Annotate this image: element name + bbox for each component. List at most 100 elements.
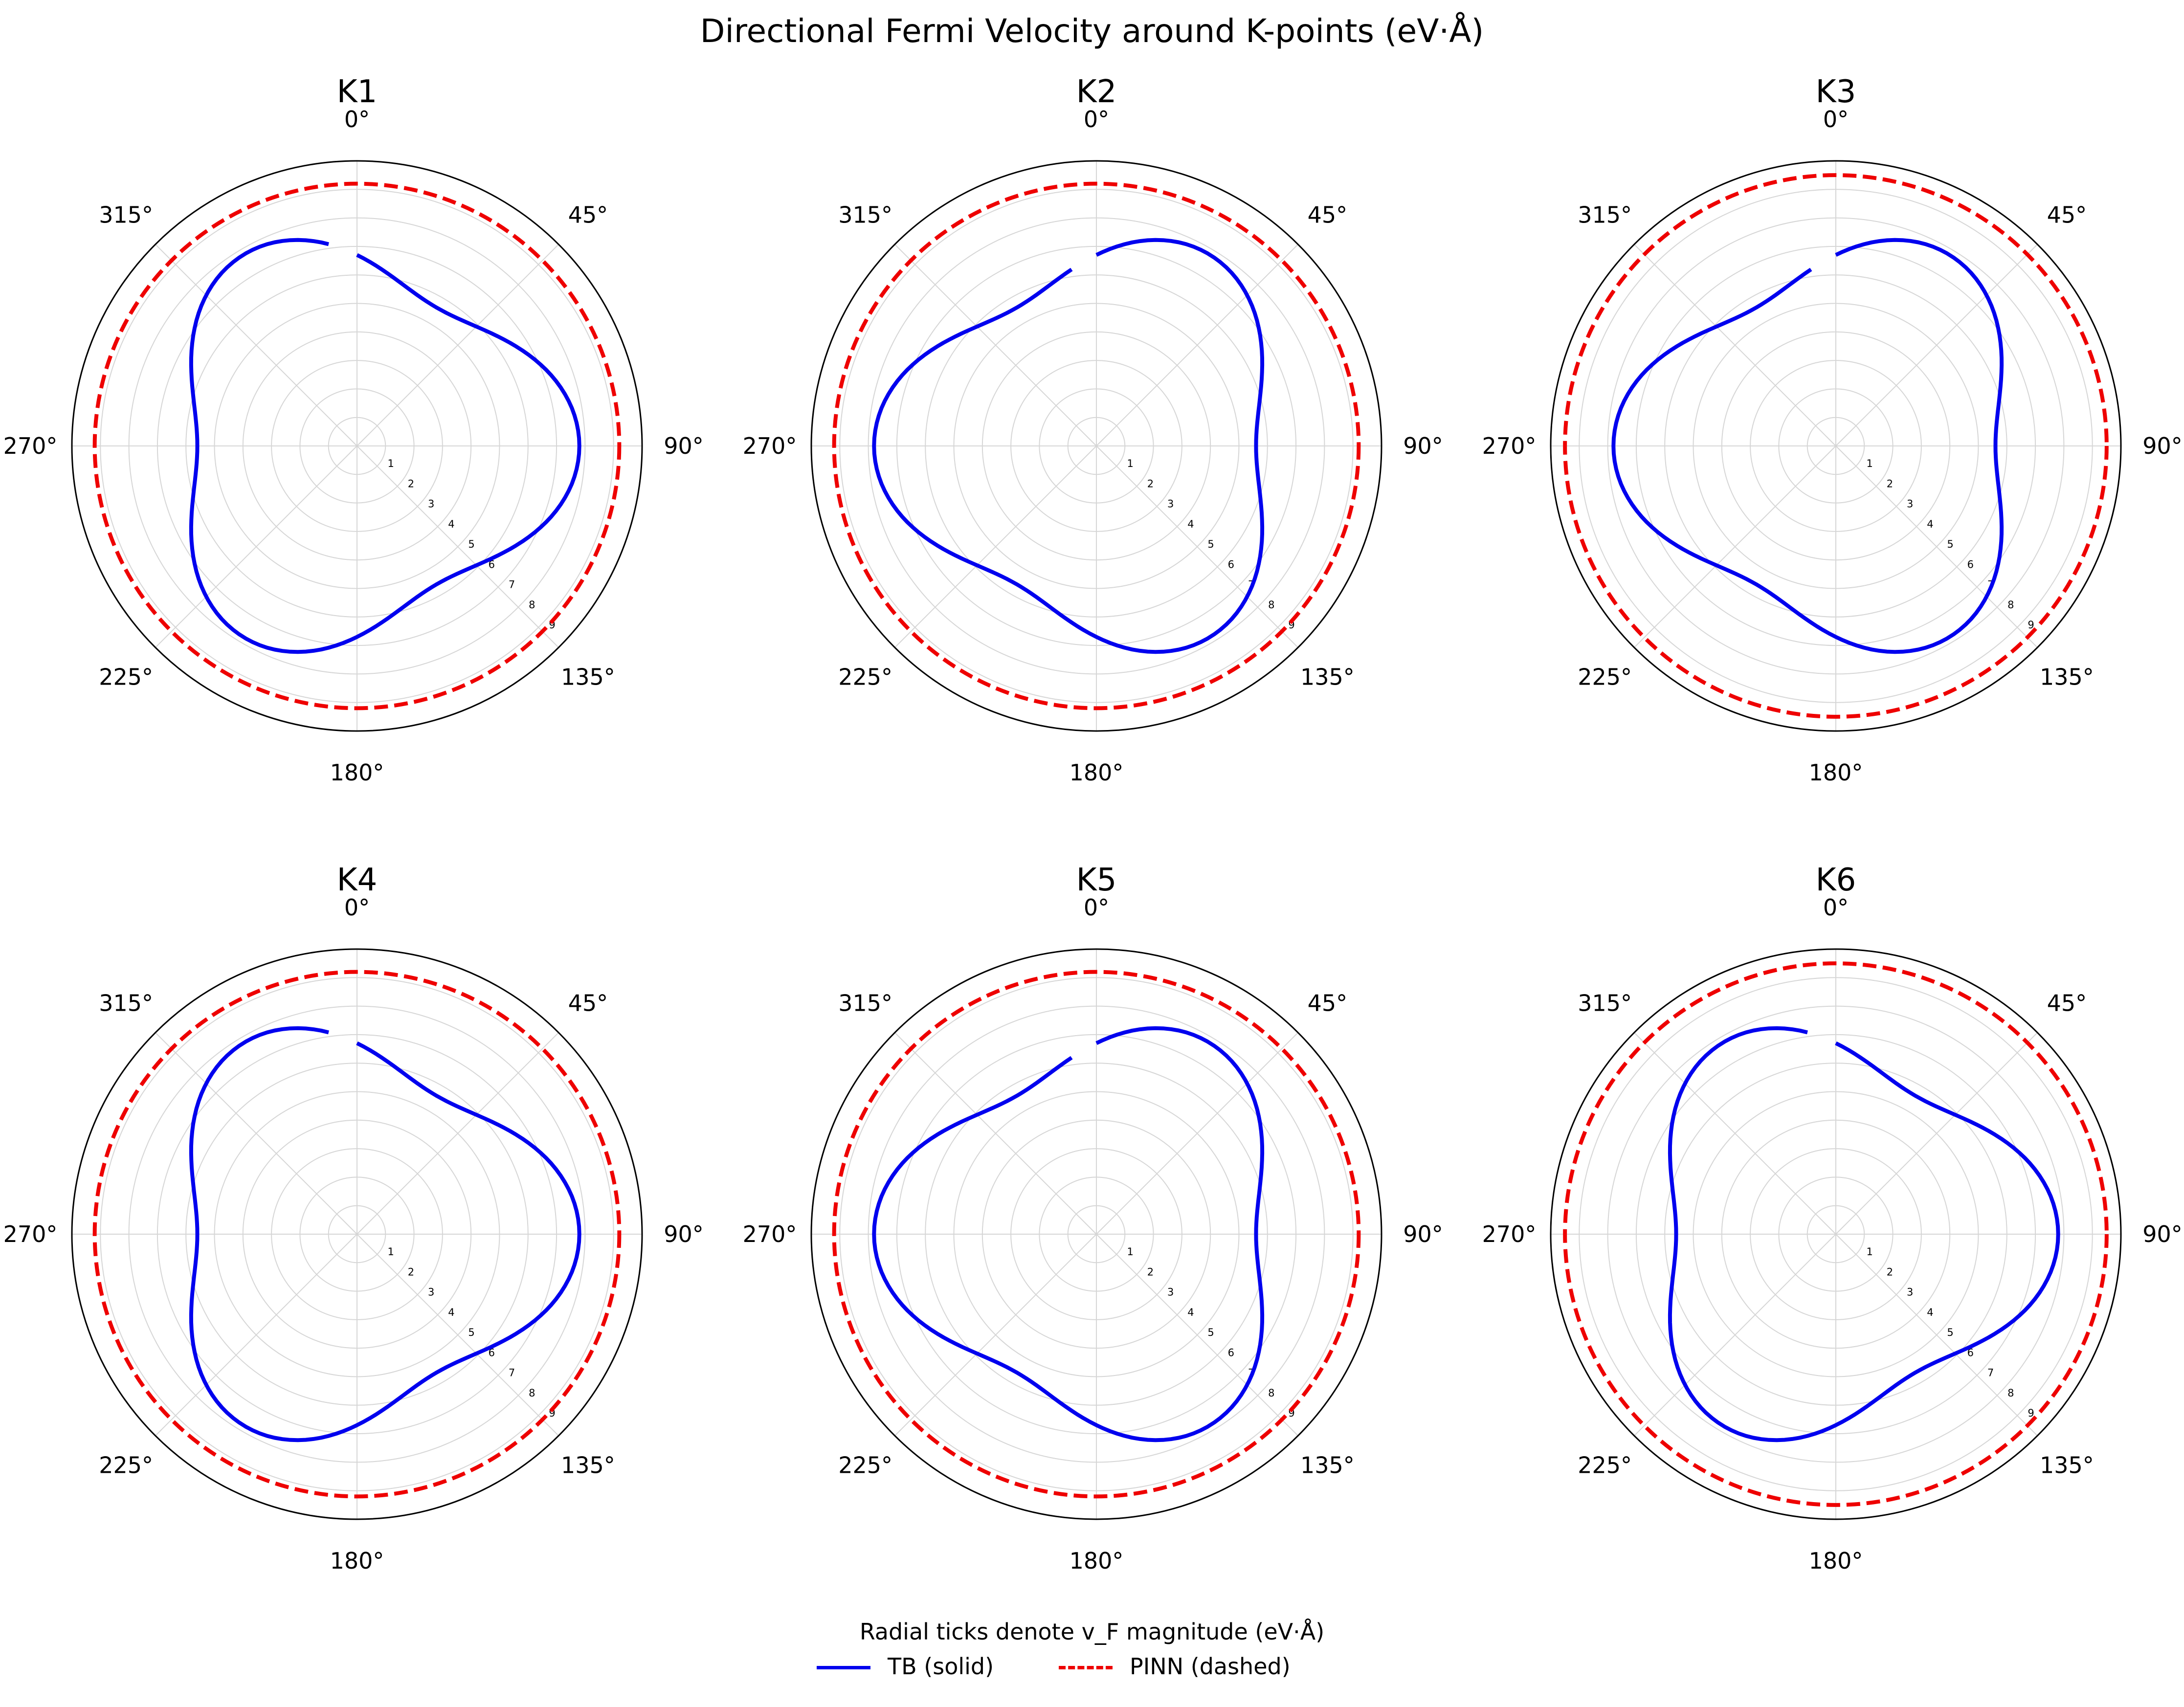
radial-tick-label: 2 — [1147, 478, 1154, 489]
angle-tick-label: 0° — [1084, 894, 1109, 921]
radial-tick-label: 1 — [1867, 1246, 1873, 1258]
angle-tick-label: 180° — [330, 1548, 384, 1574]
legend-title: Radial ticks denote v_F magnitude (eV·Å) — [859, 1618, 1325, 1645]
angle-tick-label: 90° — [1403, 433, 1443, 459]
pinn-curve — [92, 970, 622, 1499]
radial-tick-label: 7 — [509, 579, 515, 591]
panel-title: K3 — [1816, 74, 1856, 110]
figure-suptitle: Directional Fermi Velocity around K-poin… — [700, 12, 1484, 50]
radial-tick-label: 4 — [1187, 1307, 1194, 1318]
angular-gridline — [357, 1234, 559, 1436]
angular-gridline — [1835, 445, 2038, 648]
radial-tick-label: 5 — [1207, 538, 1214, 550]
angle-tick-label: 135° — [2040, 664, 2094, 690]
radial-tick-label: 4 — [448, 518, 454, 530]
radial-tick-label: 9 — [2028, 1407, 2034, 1419]
radial-tick-label: 7 — [1987, 1367, 1994, 1379]
angle-tick-label: 225° — [1578, 1452, 1632, 1478]
radial-tick-label: 9 — [2028, 619, 2034, 631]
polar-spine — [810, 948, 1382, 1520]
pinn-curve — [92, 181, 622, 710]
angle-tick-label: 45° — [1308, 202, 1348, 228]
pinn-curve — [1563, 961, 2109, 1507]
legend-swatch-tb — [817, 1666, 870, 1669]
angle-tick-label: 45° — [568, 202, 608, 228]
angular-gridline — [357, 1032, 559, 1235]
angle-tick-label: 45° — [2047, 990, 2087, 1017]
panel-title: K2 — [1076, 74, 1117, 110]
angle-tick-label: 180° — [1070, 759, 1124, 786]
panel-title: K1 — [337, 74, 378, 110]
radial-tick-label: 8 — [529, 599, 535, 611]
radial-tick-label: 3 — [428, 1286, 434, 1298]
radial-tick-label: 1 — [1867, 458, 1873, 469]
angle-tick-label: 135° — [1300, 664, 1355, 690]
angular-gridline — [155, 445, 357, 648]
polar-spine — [1550, 948, 2122, 1520]
angle-tick-label: 270° — [3, 433, 58, 459]
legend-label-pinn: PINN (dashed) — [1130, 1653, 1291, 1680]
radial-tick-label: 1 — [1127, 458, 1134, 469]
angle-tick-label: 90° — [664, 433, 704, 459]
angle-tick-label: 270° — [1482, 433, 1537, 459]
angle-tick-label: 135° — [1300, 1452, 1355, 1478]
radial-tick-label: 1 — [388, 1246, 394, 1258]
tb-curve — [189, 238, 581, 654]
radial-tick-label: 6 — [1228, 1347, 1234, 1358]
angle-tick-label: 0° — [1084, 106, 1109, 133]
radial-tick-label: 6 — [1967, 1347, 1974, 1358]
angle-tick-label: 315° — [838, 202, 892, 228]
radial-tick-label: 8 — [1268, 1387, 1274, 1399]
angle-tick-label: 270° — [743, 1221, 797, 1247]
radial-tick-label: 2 — [1887, 478, 1893, 489]
radial-tick-label: 4 — [448, 1307, 454, 1318]
angle-tick-label: 225° — [838, 1452, 892, 1478]
tb-curve — [872, 238, 1265, 654]
angle-tick-label: 225° — [99, 664, 153, 690]
polar-spine — [1550, 160, 2122, 732]
legend-swatch-pinn — [1059, 1666, 1113, 1669]
polar-spine — [71, 948, 643, 1520]
angle-tick-label: 315° — [838, 990, 892, 1017]
angle-tick-label: 180° — [1809, 1548, 1863, 1574]
radial-tick-label: 5 — [1947, 538, 1953, 550]
angular-gridline — [155, 1234, 357, 1436]
angle-tick-label: 135° — [561, 664, 615, 690]
angular-gridline — [894, 1032, 1097, 1235]
radial-tick-label: 2 — [1147, 1266, 1154, 1278]
angular-gridline — [894, 1234, 1097, 1436]
angle-tick-label: 315° — [1578, 202, 1632, 228]
angle-tick-label: 315° — [99, 202, 153, 228]
radial-tick-label: 1 — [1127, 1246, 1134, 1258]
angle-tick-label: 180° — [1809, 759, 1863, 786]
angular-gridline — [894, 445, 1097, 648]
angular-gridline — [1096, 1032, 1298, 1235]
angle-tick-label: 0° — [344, 894, 370, 921]
angular-gridline — [155, 1032, 357, 1235]
pinn-curve — [832, 181, 1361, 710]
radial-tick-label: 6 — [1228, 558, 1234, 570]
angle-tick-label: 135° — [561, 1452, 615, 1478]
radial-tick-label: 5 — [1947, 1327, 1953, 1338]
angle-tick-label: 45° — [2047, 202, 2087, 228]
angular-gridline — [1634, 1032, 1836, 1235]
radial-tick-label: 6 — [489, 1347, 495, 1358]
angular-gridline — [357, 244, 559, 446]
radial-tick-label: 2 — [408, 478, 414, 489]
angle-tick-label: 225° — [838, 664, 892, 690]
tb-curve — [189, 1026, 581, 1442]
radial-tick-label: 6 — [489, 558, 495, 570]
panel-title: K4 — [337, 862, 378, 898]
legend-label-tb: TB (solid) — [888, 1653, 994, 1680]
radial-tick-label: 3 — [1167, 1286, 1174, 1298]
tb-curve — [1611, 238, 2004, 654]
polar-panels: K11234567890°45°90°135°180°225°270°315°K… — [3, 74, 2183, 1574]
angle-tick-label: 315° — [99, 990, 153, 1017]
